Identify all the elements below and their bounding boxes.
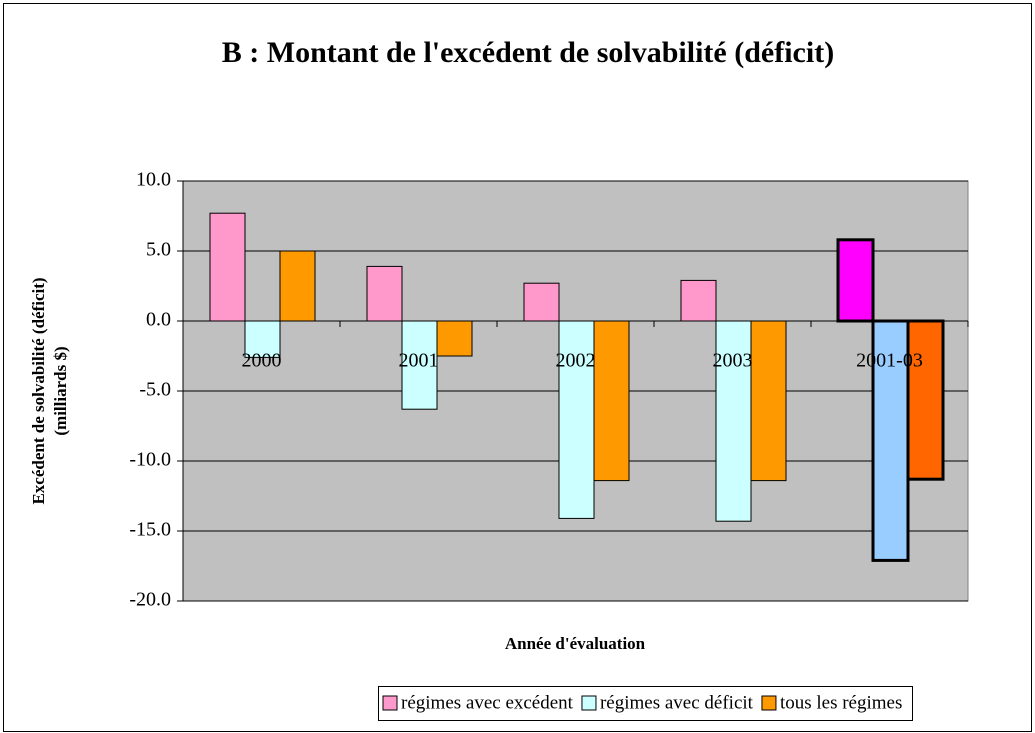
legend-label: régimes avec déficit <box>600 692 754 713</box>
bar <box>436 320 473 357</box>
bar <box>750 320 787 482</box>
legend-swatch <box>581 695 597 711</box>
bar <box>401 320 438 410</box>
bar <box>906 319 945 481</box>
y-tick-label: -10.0 <box>129 449 171 471</box>
bar <box>558 320 595 519</box>
x-tick-label: 2001-03 <box>856 350 923 372</box>
legend-swatch <box>382 695 398 711</box>
bar <box>523 282 560 322</box>
bar <box>366 265 403 322</box>
x-tick-label: 2002 <box>556 350 596 372</box>
x-tick-label: 2003 <box>713 350 753 372</box>
bar <box>836 238 875 323</box>
y-tick-label: 10.0 <box>136 169 171 191</box>
bar <box>593 320 630 482</box>
bar <box>244 320 281 358</box>
y-tick-label: 0.0 <box>146 309 171 331</box>
y-tick-label: -15.0 <box>129 519 171 541</box>
legend-label: régimes avec excédent <box>401 692 574 713</box>
y-axis-title: Excédent de solvabilité (déficit) <box>29 277 48 504</box>
y-tick-label: -5.0 <box>139 379 171 401</box>
legend-swatch <box>761 695 777 711</box>
y-tick-label: -20.0 <box>129 589 171 611</box>
legend-box <box>378 686 913 721</box>
x-axis-title: Année d'évaluation <box>505 634 646 653</box>
x-tick-label: 2001 <box>399 350 439 372</box>
bar <box>680 279 717 322</box>
y-axis-title: (milliards $) <box>51 346 70 435</box>
x-tick-label: 2000 <box>242 350 282 372</box>
bar <box>209 212 246 322</box>
y-tick-label: 5.0 <box>146 239 171 261</box>
bar <box>279 250 316 322</box>
chart-title: B : Montant de l'excédent de solvabilité… <box>222 36 834 69</box>
legend-label: tous les régimes <box>780 692 902 713</box>
bar <box>715 320 752 522</box>
